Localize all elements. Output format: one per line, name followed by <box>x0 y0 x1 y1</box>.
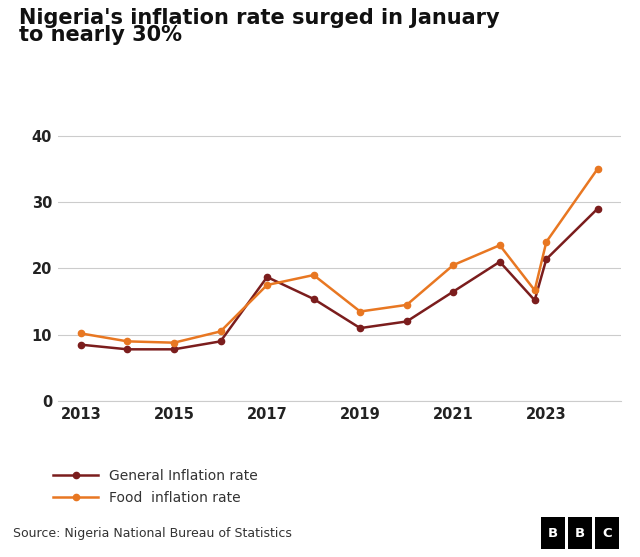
Legend: General Inflation rate, Food  inflation rate: General Inflation rate, Food inflation r… <box>53 469 257 505</box>
Text: Source: Nigeria National Bureau of Statistics: Source: Nigeria National Bureau of Stati… <box>13 527 292 540</box>
Text: C: C <box>602 527 612 540</box>
Text: B: B <box>575 527 585 540</box>
Text: Nigeria's inflation rate surged in January: Nigeria's inflation rate surged in Janua… <box>19 8 500 28</box>
Text: to nearly 30%: to nearly 30% <box>19 25 182 45</box>
Text: B: B <box>548 527 558 540</box>
